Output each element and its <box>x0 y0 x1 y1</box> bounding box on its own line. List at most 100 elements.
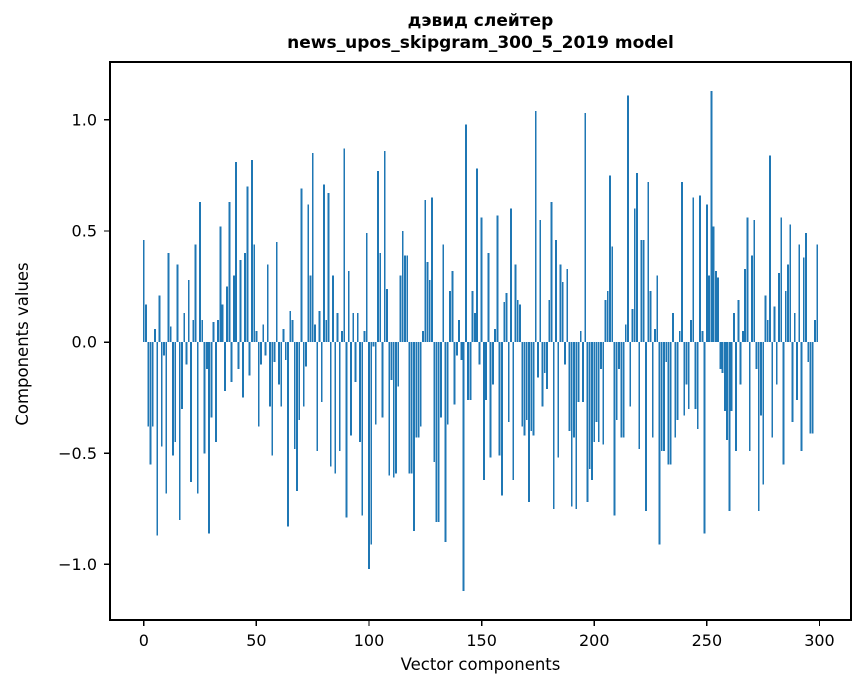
bar <box>214 342 217 443</box>
bar <box>192 319 195 343</box>
bar <box>336 313 339 343</box>
bar <box>201 319 204 343</box>
bar <box>782 342 785 465</box>
bar <box>253 244 256 343</box>
y-tick-label: −0.5 <box>58 444 97 463</box>
bar <box>440 342 442 418</box>
bar <box>658 342 661 545</box>
bar <box>320 342 323 403</box>
bar <box>208 342 210 534</box>
bar <box>523 342 526 436</box>
bar <box>501 342 503 496</box>
bar <box>145 304 147 343</box>
bar <box>284 342 287 360</box>
bar <box>665 342 668 363</box>
bar <box>280 342 283 407</box>
bar <box>805 233 807 343</box>
bar <box>426 262 429 343</box>
bar <box>176 264 179 343</box>
bar <box>710 90 713 343</box>
bar <box>796 342 798 400</box>
bar <box>760 342 762 416</box>
bar <box>631 308 634 343</box>
bar <box>645 342 647 512</box>
bar <box>413 342 415 532</box>
x-tick-label: 50 <box>246 631 266 650</box>
bar <box>814 319 816 343</box>
bar <box>264 342 267 356</box>
bar <box>383 150 386 343</box>
bar <box>246 186 249 343</box>
bar <box>316 342 319 452</box>
bar <box>332 275 334 343</box>
bar <box>203 342 206 454</box>
bar <box>241 342 244 398</box>
bar <box>557 342 560 458</box>
bar <box>667 342 670 465</box>
bar <box>723 342 726 412</box>
bar <box>323 184 325 343</box>
chart-title-line1: дэвид слейтер <box>407 11 554 31</box>
bar <box>327 193 330 343</box>
bar <box>419 342 422 427</box>
bar <box>404 255 406 343</box>
y-axis-label: Components values <box>13 262 32 426</box>
bar <box>579 331 582 343</box>
bar <box>397 342 400 387</box>
bar <box>525 342 528 420</box>
bar <box>244 253 247 343</box>
bar <box>467 342 470 400</box>
x-tick-label: 0 <box>139 631 149 650</box>
bar <box>314 324 316 343</box>
bar <box>343 148 346 343</box>
bar <box>307 204 310 343</box>
bar <box>487 253 490 343</box>
bar <box>606 290 609 343</box>
bar <box>363 331 366 343</box>
bar <box>496 215 499 343</box>
bar <box>178 342 181 520</box>
bar <box>622 342 625 438</box>
bar <box>309 275 312 343</box>
bar <box>350 342 352 436</box>
bar <box>701 331 704 343</box>
bar <box>773 306 776 343</box>
bar <box>546 342 548 389</box>
bar <box>627 95 629 343</box>
bar <box>705 204 708 343</box>
bar <box>282 328 285 343</box>
bar <box>271 342 274 456</box>
bar <box>647 182 650 343</box>
bar <box>370 342 373 545</box>
bar <box>764 295 767 343</box>
bar <box>149 342 152 465</box>
bar <box>741 331 744 343</box>
bar <box>638 342 641 449</box>
bar <box>464 124 467 343</box>
bar <box>381 342 384 418</box>
bar <box>199 202 201 343</box>
bar <box>287 342 289 527</box>
bar <box>482 342 485 480</box>
bar <box>442 244 445 343</box>
x-axis-label: Vector components <box>400 655 561 674</box>
bar <box>751 255 753 343</box>
bar <box>555 239 557 343</box>
bar <box>424 199 427 343</box>
bar <box>807 342 810 363</box>
bar <box>444 342 447 543</box>
bar <box>386 288 388 343</box>
bar <box>489 342 492 458</box>
bar <box>365 233 368 343</box>
bar <box>775 342 778 385</box>
bar <box>769 155 771 343</box>
bar <box>269 342 271 407</box>
bar <box>573 342 575 438</box>
bar <box>595 342 598 423</box>
bar <box>338 342 341 452</box>
bar <box>395 342 397 474</box>
bar <box>431 197 433 343</box>
bar <box>377 170 379 343</box>
bar <box>591 342 593 480</box>
